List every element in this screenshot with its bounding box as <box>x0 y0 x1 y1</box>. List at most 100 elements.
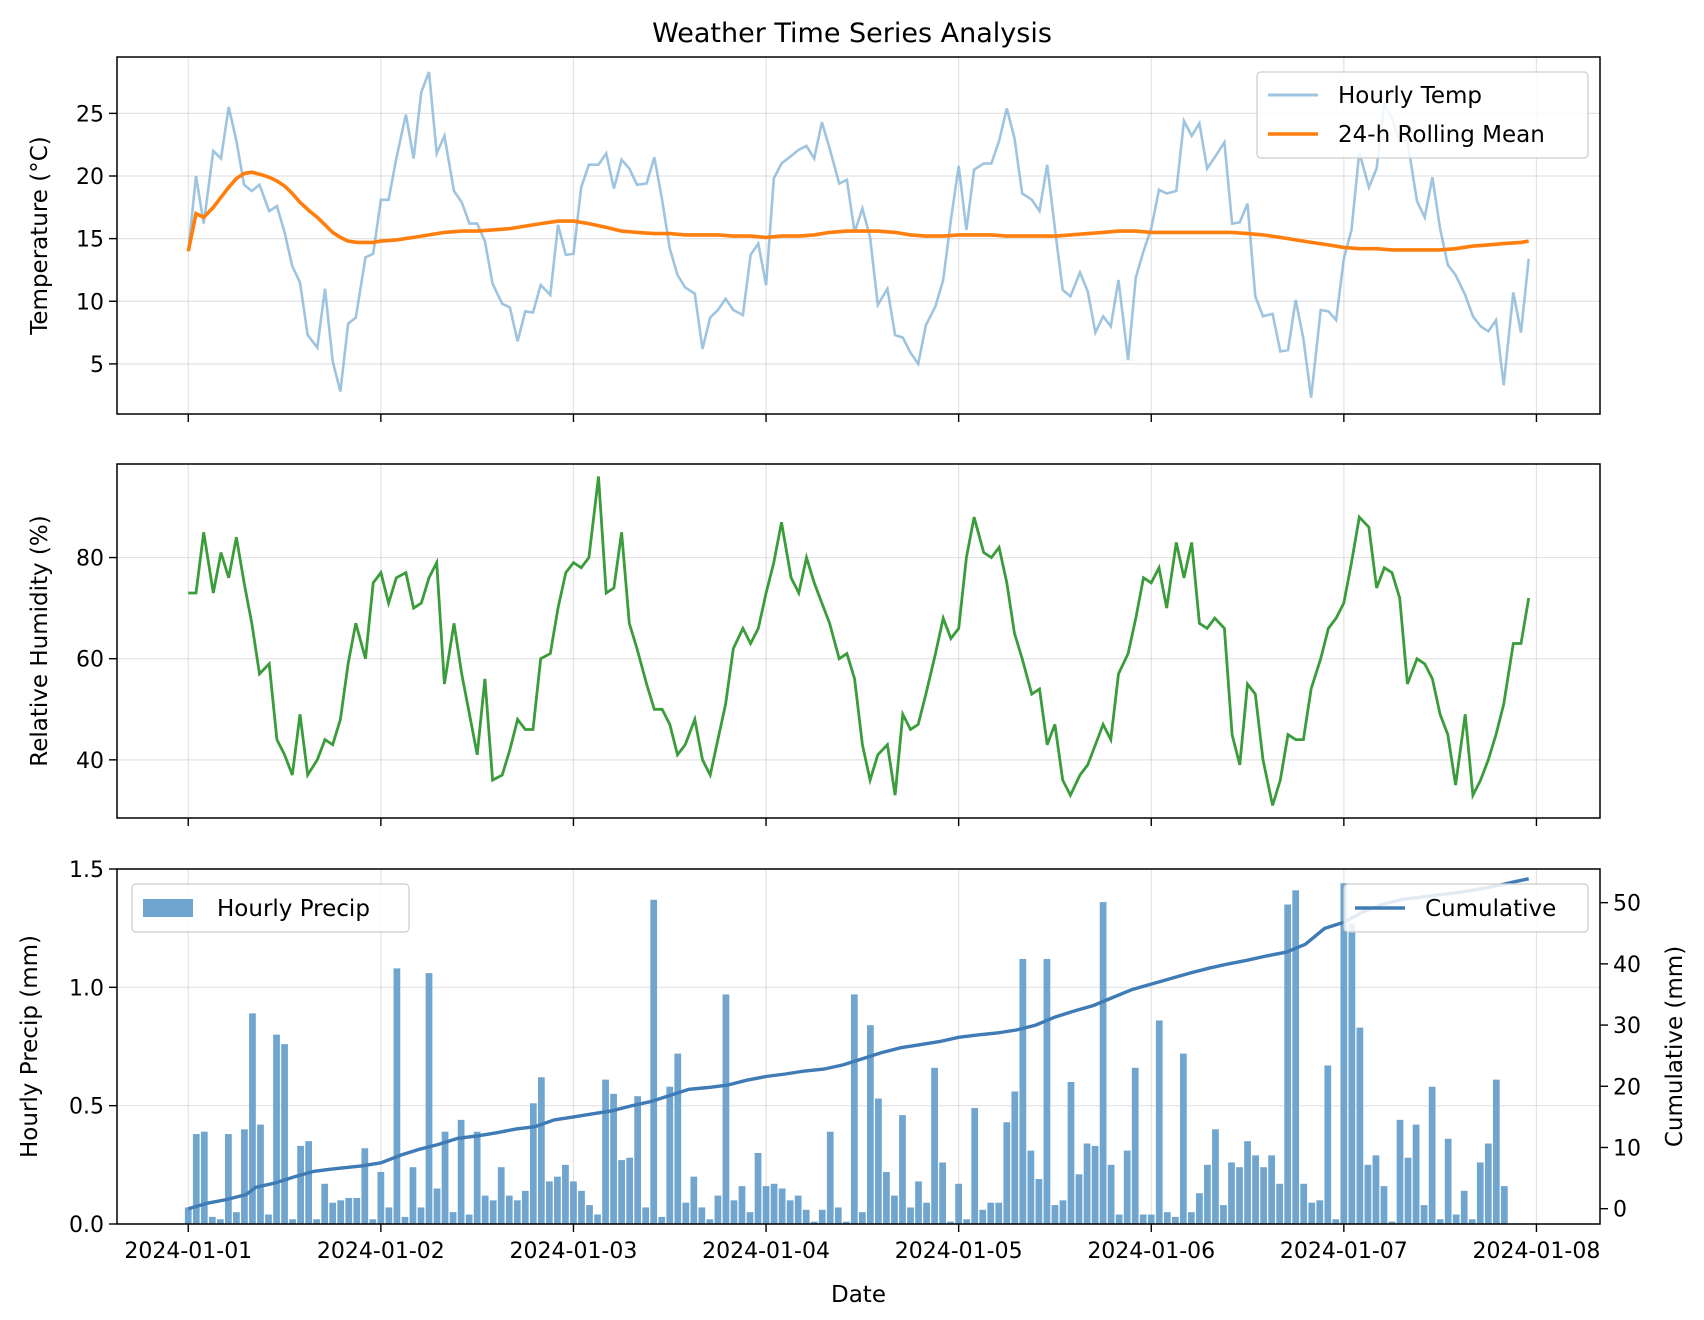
precip-bar <box>1340 883 1348 1224</box>
precip-bar <box>1011 1091 1019 1224</box>
precip-bar <box>995 1202 1003 1224</box>
precip-legend: Hourly Precip <box>131 883 410 933</box>
precip-bar <box>1035 1179 1043 1224</box>
humidity-x-ticks <box>187 818 1538 826</box>
humidity-y-label: Relative Humidity (%) <box>27 515 53 766</box>
precip-bar <box>626 1157 634 1224</box>
precip-bar <box>393 968 401 1224</box>
precip-bar <box>216 1219 224 1224</box>
precip-bar <box>778 1188 786 1224</box>
precip-bar <box>441 1131 449 1224</box>
precip-bar <box>1388 1221 1396 1224</box>
y-tick-label: 0.5 <box>69 1095 104 1120</box>
precip-bar <box>826 1131 834 1224</box>
precip-bar <box>1220 1205 1227 1224</box>
precip-bar <box>1348 923 1356 1224</box>
precip-bar <box>505 1195 513 1224</box>
precip-bar <box>1428 1086 1436 1224</box>
precip-bar <box>554 1176 561 1224</box>
precip-bar <box>858 1212 866 1224</box>
precip-bar <box>987 1202 995 1224</box>
precip-bar <box>1155 1020 1163 1224</box>
precip-bar <box>529 1103 537 1224</box>
temperature-y-label: Temperature (°C) <box>27 136 53 336</box>
precip-bar <box>1364 1164 1372 1224</box>
precip-bar <box>233 1212 240 1224</box>
precip-bar <box>1075 1174 1083 1224</box>
precip-bar <box>513 1200 521 1224</box>
precip-bar <box>265 1214 272 1224</box>
y2-tick-label: 40 <box>1613 953 1641 978</box>
precip-bar <box>730 1200 738 1224</box>
precip-bar <box>963 1219 971 1224</box>
precip-bar <box>746 1212 754 1224</box>
y-tick-label: 20 <box>76 165 104 190</box>
precip-bar <box>521 1190 529 1224</box>
precip-bar <box>273 1034 280 1224</box>
precip-bar <box>714 1195 722 1224</box>
precip-bar <box>1196 1193 1203 1224</box>
precip-bar <box>602 1079 609 1224</box>
precip-bar <box>297 1145 304 1224</box>
temperature-panel: 5 10 15 20 25 Temperature (°C) Hourly Temp 2… <box>27 56 1601 422</box>
y-tick-label: 40 <box>76 749 104 774</box>
precip-bar <box>1292 890 1300 1224</box>
y-tick-label: 10 <box>76 290 104 315</box>
humidity-panel: 40 60 80 Relative Humidity (%) <box>27 463 1601 826</box>
precip-bar <box>578 1190 585 1224</box>
precip-bar <box>610 1093 617 1224</box>
precip-bar <box>241 1129 248 1224</box>
precip-bar <box>1019 958 1027 1224</box>
x-tick-label: 2024-01-07 <box>1280 1239 1408 1264</box>
precip-y-label: Hourly Precip (mm) <box>17 935 43 1158</box>
precip-bar <box>345 1197 353 1224</box>
hourly-temp-line <box>187 71 1530 398</box>
precip-bar <box>425 973 433 1224</box>
precip-bar <box>257 1124 264 1224</box>
chart-title: Weather Time Series Analysis <box>652 18 1052 49</box>
precip-bar <box>1468 1219 1476 1224</box>
precip-bar <box>497 1167 505 1224</box>
precip-bar <box>1300 1183 1308 1224</box>
precip-bar <box>465 1214 473 1224</box>
precip-bar <box>192 1134 200 1224</box>
x-tick-label: 2024-01-05 <box>895 1239 1023 1264</box>
precip-bar <box>377 1171 385 1224</box>
precip-bar <box>931 1067 938 1224</box>
precip-bar <box>594 1214 601 1224</box>
temperature-axes-frame <box>116 56 1601 415</box>
precip-bar <box>1236 1167 1243 1224</box>
cumulative-legend-box <box>1343 883 1589 933</box>
precip-bar <box>289 1219 296 1224</box>
y-tick-label: 15 <box>76 228 104 253</box>
precip-bar <box>915 1181 922 1224</box>
precip-bar <box>1372 1155 1380 1224</box>
precip-bar <box>208 1216 216 1224</box>
x-axis-label: Date <box>831 1282 886 1308</box>
precip-bar <box>1212 1129 1219 1224</box>
temperature-x-ticks <box>187 414 1538 422</box>
precip-bar <box>770 1183 778 1224</box>
precip-bar <box>867 1025 874 1224</box>
precip-bar <box>409 1167 417 1224</box>
x-tick-label: 2024-01-06 <box>1087 1239 1215 1264</box>
precip-bar <box>1396 1119 1404 1224</box>
y-tick-label: 5 <box>90 353 104 378</box>
x-tick-label: 2024-01-03 <box>510 1239 638 1264</box>
y2-tick-label: 30 <box>1613 1014 1641 1039</box>
precip-bar <box>722 994 730 1224</box>
humidity-grid <box>117 464 1600 818</box>
legend-label-hourly-precip: Hourly Precip <box>217 896 370 922</box>
x-tick-label: 2024-01-04 <box>702 1239 830 1264</box>
y2-tick-label: 0 <box>1613 1198 1627 1223</box>
precip-bar <box>1115 1214 1123 1224</box>
precip-bar <box>1284 904 1292 1224</box>
precip-bar <box>546 1181 553 1224</box>
humidity-line <box>188 476 1531 806</box>
x-tick-label: 2024-01-08 <box>1473 1239 1601 1264</box>
precip-bar <box>385 1207 393 1224</box>
temperature-legend-box <box>1256 71 1589 159</box>
cumulative-line <box>187 877 1530 1211</box>
precip-bar <box>1276 1183 1284 1224</box>
